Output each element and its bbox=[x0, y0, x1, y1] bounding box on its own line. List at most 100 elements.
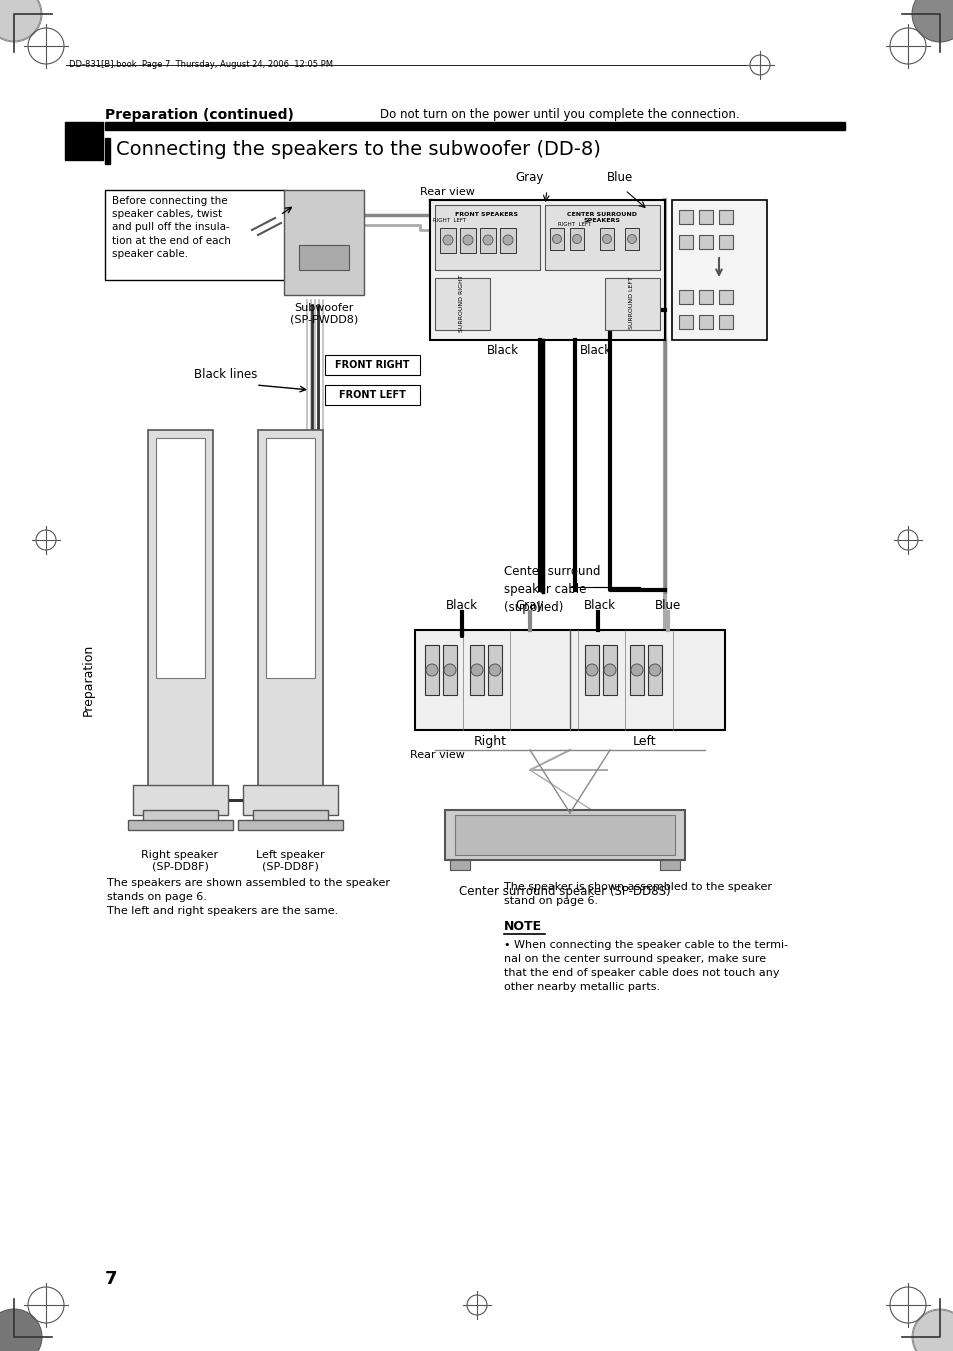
Text: Preparation (continued): Preparation (continued) bbox=[105, 108, 294, 122]
Bar bbox=[435, 205, 539, 270]
Bar bbox=[237, 820, 343, 830]
Text: Subwoofer
(SP-PWDD8): Subwoofer (SP-PWDD8) bbox=[290, 303, 357, 324]
Bar bbox=[499, 228, 516, 253]
Text: CENTER SURROUND
SPEAKERS: CENTER SURROUND SPEAKERS bbox=[566, 212, 637, 223]
Bar bbox=[253, 811, 328, 825]
Circle shape bbox=[648, 663, 660, 676]
Text: 7: 7 bbox=[105, 1270, 117, 1288]
Bar bbox=[470, 644, 483, 694]
Bar bbox=[148, 430, 213, 790]
Circle shape bbox=[0, 1309, 42, 1351]
Bar bbox=[569, 228, 583, 250]
Bar bbox=[459, 228, 476, 253]
Bar bbox=[602, 644, 617, 694]
Text: The speakers are shown assembled to the speaker
stands on page 6.
The left and r: The speakers are shown assembled to the … bbox=[107, 878, 390, 916]
Bar bbox=[105, 122, 844, 130]
Bar bbox=[671, 200, 766, 340]
Bar bbox=[604, 278, 659, 330]
Text: Blue: Blue bbox=[654, 598, 680, 612]
Bar bbox=[450, 861, 470, 870]
Text: SURROUND LEFT: SURROUND LEFT bbox=[629, 277, 634, 330]
Text: Black: Black bbox=[486, 345, 518, 357]
Bar bbox=[444, 811, 684, 861]
Text: Rear view: Rear view bbox=[410, 750, 464, 761]
Text: Center surround
speaker cable
(supplied): Center surround speaker cable (supplied) bbox=[503, 565, 599, 613]
Bar bbox=[442, 644, 456, 694]
Circle shape bbox=[462, 235, 473, 245]
Circle shape bbox=[912, 1310, 953, 1351]
Circle shape bbox=[572, 235, 581, 243]
Bar bbox=[719, 315, 732, 330]
Circle shape bbox=[603, 663, 616, 676]
Circle shape bbox=[442, 235, 453, 245]
Bar bbox=[550, 228, 563, 250]
Text: Right speaker
(SP-DD8F): Right speaker (SP-DD8F) bbox=[141, 850, 218, 871]
Text: • When connecting the speaker cable to the termi-
nal on the center surround spe: • When connecting the speaker cable to t… bbox=[503, 940, 787, 992]
Bar bbox=[455, 815, 675, 855]
Bar bbox=[424, 644, 438, 694]
Bar bbox=[415, 630, 724, 730]
Bar bbox=[479, 228, 496, 253]
Bar bbox=[430, 200, 664, 340]
Circle shape bbox=[552, 235, 561, 243]
Text: Left: Left bbox=[633, 735, 656, 748]
Bar bbox=[128, 820, 233, 830]
Bar bbox=[132, 785, 228, 815]
Bar bbox=[266, 438, 314, 678]
Bar bbox=[544, 205, 659, 270]
Circle shape bbox=[911, 0, 953, 42]
Bar bbox=[719, 290, 732, 304]
Bar bbox=[488, 644, 501, 694]
Text: Gray: Gray bbox=[516, 598, 543, 612]
Bar bbox=[699, 235, 712, 249]
Circle shape bbox=[489, 663, 500, 676]
Circle shape bbox=[627, 235, 636, 243]
Bar bbox=[659, 861, 679, 870]
Bar bbox=[65, 122, 103, 159]
Text: NOTE: NOTE bbox=[503, 920, 541, 934]
Circle shape bbox=[443, 663, 456, 676]
Bar bbox=[243, 785, 337, 815]
Bar bbox=[679, 209, 692, 224]
Circle shape bbox=[585, 663, 598, 676]
Circle shape bbox=[471, 663, 482, 676]
Text: Preparation: Preparation bbox=[81, 644, 94, 716]
Bar bbox=[719, 209, 732, 224]
Bar bbox=[599, 228, 614, 250]
Text: The speaker is shown assembled to the speaker
stand on page 6.: The speaker is shown assembled to the sp… bbox=[503, 882, 771, 907]
Bar bbox=[679, 235, 692, 249]
Bar bbox=[699, 315, 712, 330]
Text: Left speaker
(SP-DD8F): Left speaker (SP-DD8F) bbox=[255, 850, 324, 871]
Bar bbox=[629, 644, 643, 694]
Text: Black lines: Black lines bbox=[193, 367, 257, 381]
Text: Before connecting the
speaker cables, twist
and pull off the insula-
tion at the: Before connecting the speaker cables, tw… bbox=[112, 196, 231, 259]
Bar bbox=[679, 315, 692, 330]
Bar bbox=[679, 290, 692, 304]
Text: Black: Black bbox=[583, 598, 616, 612]
Circle shape bbox=[602, 235, 611, 243]
Text: Do not turn on the power until you complete the connection.: Do not turn on the power until you compl… bbox=[379, 108, 739, 122]
Text: Blue: Blue bbox=[606, 172, 633, 184]
Bar bbox=[325, 385, 419, 405]
Text: Right: Right bbox=[473, 735, 506, 748]
FancyBboxPatch shape bbox=[105, 190, 285, 280]
Text: FRONT LEFT: FRONT LEFT bbox=[338, 390, 405, 400]
Circle shape bbox=[0, 0, 41, 41]
Bar bbox=[439, 228, 456, 253]
Bar bbox=[624, 228, 639, 250]
Text: Center surround speaker (SP-DD8S): Center surround speaker (SP-DD8S) bbox=[458, 885, 670, 898]
Bar bbox=[647, 644, 661, 694]
Text: Rear view: Rear view bbox=[419, 186, 475, 197]
Text: Black: Black bbox=[579, 345, 612, 357]
Bar bbox=[105, 138, 110, 163]
Text: Connecting the speakers to the subwoofer (DD-8): Connecting the speakers to the subwoofer… bbox=[116, 141, 600, 159]
Text: FRONT SPEAKERS: FRONT SPEAKERS bbox=[455, 212, 518, 218]
Circle shape bbox=[630, 663, 642, 676]
Text: RIGHT  LEFT: RIGHT LEFT bbox=[433, 218, 466, 223]
Text: SURROUND RIGHT: SURROUND RIGHT bbox=[459, 274, 464, 332]
Bar bbox=[156, 438, 205, 678]
Text: Gray: Gray bbox=[516, 172, 543, 184]
Bar bbox=[699, 290, 712, 304]
Bar bbox=[298, 245, 349, 270]
Bar bbox=[284, 190, 364, 295]
